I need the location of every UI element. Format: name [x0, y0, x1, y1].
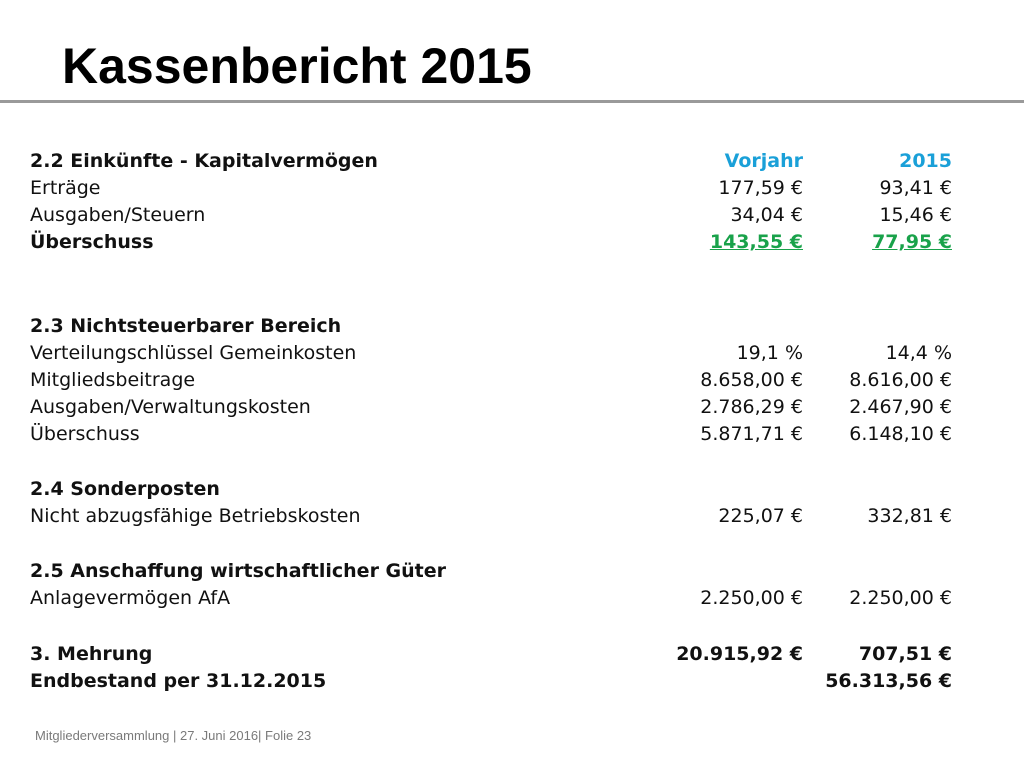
section-header-nichtsteuerbar: 2.3 Nichtsteuerbarer Bereich	[30, 313, 960, 340]
section-heading: 2.2 Einkünfte - Kapitalvermögen	[30, 150, 378, 172]
section-header-sonderposten: 2.4 Sonderposten	[30, 476, 960, 503]
row-label: Erträge	[30, 177, 101, 199]
value-2015: 93,41 €	[879, 177, 952, 199]
value-2015: 77,95 €	[872, 231, 952, 253]
value-2015: 14,4 %	[885, 342, 952, 364]
table-row: Mitgliedsbeitrage 8.658,00 € 8.616,00 €	[30, 367, 960, 394]
row-label: Endbestand per 31.12.2015	[30, 670, 327, 692]
value-2015: 15,46 €	[879, 204, 952, 226]
table-row: Erträge 177,59 € 93,41 €	[30, 175, 960, 202]
title-divider	[0, 100, 1024, 103]
value-2015: 707,51 €	[858, 643, 952, 665]
section-heading: 2.5 Anschaffung wirtschaftlicher Güter	[30, 560, 447, 582]
row-label: 3. Mehrung	[30, 643, 153, 665]
value-2015: 2.250,00 €	[849, 587, 952, 609]
value-vorjahr: 2.250,00 €	[700, 587, 803, 609]
value-vorjahr: 225,07 €	[718, 505, 803, 527]
value-vorjahr: 143,55 €	[709, 231, 803, 253]
value-vorjahr: 177,59 €	[718, 177, 803, 199]
row-label: Ausgaben/Steuern	[30, 204, 206, 226]
value-2015: 332,81 €	[867, 505, 952, 527]
row-label: Mitgliedsbeitrage	[30, 369, 196, 391]
row-label: Überschuss	[30, 231, 154, 253]
column-header-vorjahr: Vorjahr	[724, 150, 803, 172]
section-heading: 2.4 Sonderposten	[30, 478, 220, 500]
row-label: Überschuss	[30, 423, 140, 445]
table-row: Verteilungschlüssel Gemeinkosten 19,1 % …	[30, 340, 960, 367]
table-row-surplus: Überschuss 143,55 € 77,95 €	[30, 229, 960, 256]
slide-footer: Mitgliederversammlung | 27. Juni 2016| F…	[35, 728, 312, 743]
table-row: Ausgaben/Verwaltungskosten 2.786,29 € 2.…	[30, 394, 960, 421]
table-row: Überschuss 5.871,71 € 6.148,10 €	[30, 421, 960, 448]
column-header-2015: 2015	[899, 150, 952, 172]
section-header-einkuenfte: 2.2 Einkünfte - Kapitalvermögen Vorjahr …	[30, 148, 960, 175]
total-row-endbestand: Endbestand per 31.12.2015 56.313,56 €	[30, 668, 960, 695]
value-vorjahr: 5.871,71 €	[700, 423, 803, 445]
section-heading: 2.3 Nichtsteuerbarer Bereich	[30, 315, 342, 337]
value-vorjahr: 34,04 €	[730, 204, 803, 226]
total-row-mehrung: 3. Mehrung 20.915,92 € 707,51 €	[30, 641, 960, 668]
value-vorjahr: 20.915,92 €	[676, 643, 803, 665]
row-label: Verteilungschlüssel Gemeinkosten	[30, 342, 357, 364]
row-label: Anlagevermögen AfA	[30, 587, 231, 609]
value-vorjahr: 2.786,29 €	[700, 396, 803, 418]
table-row: Anlagevermögen AfA 2.250,00 € 2.250,00 €	[30, 585, 960, 612]
value-2015: 8.616,00 €	[849, 369, 952, 391]
value-vorjahr: 19,1 %	[736, 342, 803, 364]
value-2015: 2.467,90 €	[849, 396, 952, 418]
row-label: Ausgaben/Verwaltungskosten	[30, 396, 311, 418]
value-vorjahr: 8.658,00 €	[700, 369, 803, 391]
value-2015: 6.148,10 €	[849, 423, 952, 445]
page-title: Kassenbericht 2015	[62, 38, 532, 94]
section-header-anschaffung: 2.5 Anschaffung wirtschaftlicher Güter	[30, 558, 960, 585]
table-row: Nicht abzugsfähige Betriebskosten 225,07…	[30, 503, 960, 530]
value-2015: 56.313,56 €	[825, 670, 952, 692]
row-label: Nicht abzugsfähige Betriebskosten	[30, 505, 361, 527]
table-row: Ausgaben/Steuern 34,04 € 15,46 €	[30, 202, 960, 229]
